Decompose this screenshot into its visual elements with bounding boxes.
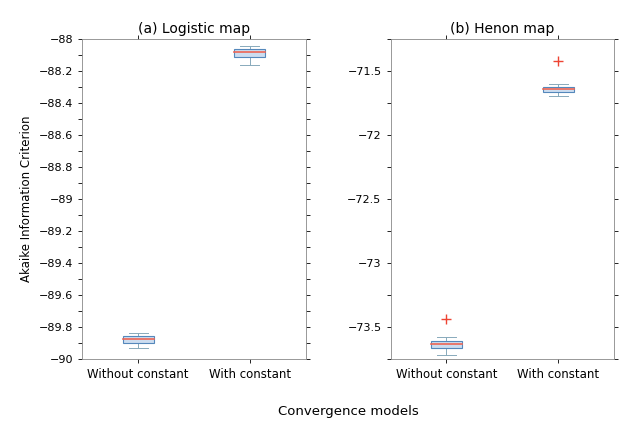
Title: (b) Henon map: (b) Henon map [450,22,555,36]
Bar [234,49,265,57]
Title: (a) Logistic map: (a) Logistic map [138,22,250,36]
Bar [123,336,154,343]
Bar [542,87,573,92]
Text: Convergence models: Convergence models [278,405,418,418]
Y-axis label: Akaike Information Criterion: Akaike Information Criterion [20,115,34,282]
Bar [431,341,462,348]
